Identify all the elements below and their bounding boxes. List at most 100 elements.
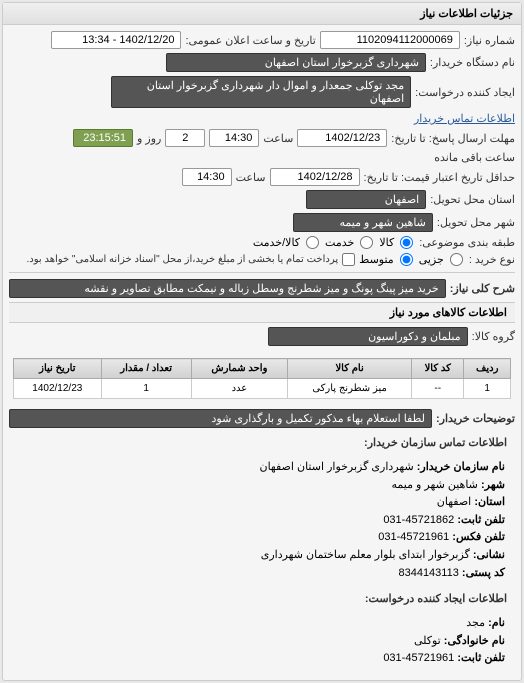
contact-info-block: نام سازمان خریدار: شهرداری گزبرخوار استا… (9, 453, 515, 588)
response-remain-label: ساعت باقی مانده (434, 151, 515, 164)
row-province: استان محل تحویل: اصفهان (9, 190, 515, 209)
row-creator: ایجاد کننده درخواست: مجد توکلی جمعدار و … (9, 76, 515, 125)
creator-family-row: نام خانوادگی: توکلی (19, 633, 505, 651)
table-header-row: ردیف کد کالا نام کالا واحد شمارش تعداد /… (14, 359, 511, 379)
response-time: 14:30 (209, 129, 259, 147)
response-remain: 23:15:51 (73, 129, 133, 147)
category-label: طبقه بندی موضوعی: (419, 236, 515, 249)
contact-link[interactable]: اطلاعات تماس خریدار (414, 112, 515, 125)
goods-group-value: مبلمان و دکوراسیون (268, 327, 468, 346)
row-description: شرح کلی نیاز: خرید میز پینگ پونگ و میز ش… (9, 279, 515, 298)
contact-city-row: شهر: شاهین شهر و میمه (19, 477, 505, 495)
city-value: شاهین شهر و میمه (293, 213, 433, 232)
radio-kala[interactable] (400, 236, 413, 249)
contact-address-row: نشانی: گزبرخوار ابتدای بلوار معلم ساختما… (19, 547, 505, 565)
table-row: 1 -- میز شطرنج پارکی عدد 1 1402/12/23 (14, 379, 511, 399)
buyer-notes-value: لطفا استعلام بهاء مذکور تکمیل و بارگذاری… (9, 409, 432, 428)
response-days-label: روز و (137, 132, 161, 145)
category-khadmat[interactable]: خدمت (325, 236, 375, 249)
contact-phone-value: 45721862-031 (383, 514, 454, 526)
purchase-type-label: نوع خرید : (469, 253, 515, 266)
category-kala[interactable]: کالا (379, 236, 415, 249)
creator-family-label: نام خانوادگی: (444, 635, 505, 647)
org-name-value: شهرداری گزبرخوار استان اصفهان (166, 53, 426, 72)
td-name: میز شطرنج پارکی (288, 379, 412, 399)
panel-body: شماره نیاز: 1102094112000069 تاریخ و ساع… (3, 25, 521, 680)
creator-value: مجد توکلی جمعدار و اموال دار شهرداری گزب… (111, 76, 411, 108)
creator-name-label: نام: (488, 617, 505, 629)
creator-info-block: نام: مجد نام خانوادگی: توکلی تلفن ثابت: … (9, 609, 515, 674)
th-row: ردیف (464, 359, 511, 379)
creator-phone-value: 45721961-031 (383, 652, 454, 664)
purchase-note: پرداخت تمام یا بخشی از مبلغ خرید،از محل … (27, 254, 339, 265)
city-label: شهر محل تحویل: (437, 216, 515, 229)
goods-table-container: ردیف کد کالا نام کالا واحد شمارش تعداد /… (9, 354, 515, 403)
creator-name-row: نام: مجد (19, 615, 505, 633)
th-unit: واحد شمارش (191, 359, 287, 379)
contact-org-row: نام سازمان خریدار: شهرداری گزبرخوار استا… (19, 459, 505, 477)
announce-date-value: 1402/12/20 - 13:34 (51, 31, 181, 49)
row-response-deadline: مهلت ارسال پاسخ: تا تاریخ: 1402/12/23 سا… (9, 129, 515, 164)
contact-address-value: گزبرخوار ابتدای بلوار معلم ساختمان شهردا… (261, 549, 470, 561)
td-unit: عدد (191, 379, 287, 399)
contact-section-title: اطلاعات تماس سازمان خریدار: (9, 432, 515, 453)
row-purchase-type: نوع خرید : جزیی متوسط پرداخت تمام یا بخش… (9, 253, 515, 266)
credit-date: 1402/12/28 (270, 168, 360, 186)
contact-phone-label: تلفن ثابت: (457, 514, 505, 526)
contact-province-row: استان: اصفهان (19, 494, 505, 512)
credit-time-label: ساعت (236, 171, 266, 184)
contact-city-value: شاهین شهر و میمه (392, 479, 478, 491)
th-name: نام کالا (288, 359, 412, 379)
need-number-label: شماره نیاز: (464, 34, 515, 47)
goods-table: ردیف کد کالا نام کالا واحد شمارش تعداد /… (13, 358, 511, 399)
radio-jozi[interactable] (450, 253, 463, 266)
td-row: 1 (464, 379, 511, 399)
th-qty: تعداد / مقدار (101, 359, 191, 379)
response-days: 2 (165, 129, 205, 147)
response-label: مهلت ارسال پاسخ: تا تاریخ: (391, 132, 515, 145)
radio-jozi-label: جزیی (419, 253, 444, 266)
description-label: شرح کلی نیاز: (450, 282, 515, 295)
response-date: 1402/12/23 (297, 129, 387, 147)
credit-time: 14:30 (182, 168, 232, 186)
province-value: اصفهان (306, 190, 426, 209)
contact-postal-label: کد پستی: (462, 567, 505, 579)
creator-phone-label: تلفن ثابت: (457, 652, 505, 664)
radio-kala-khadmat[interactable] (306, 236, 319, 249)
category-kala-khadmat[interactable]: کالا/خدمت (253, 236, 321, 249)
contact-fax-label: تلفن فکس: (452, 531, 505, 543)
org-name-label: نام دستگاه خریدار: (430, 56, 515, 69)
purchase-jozi[interactable]: جزیی (419, 253, 465, 266)
radio-kala-label: کالا (379, 236, 394, 249)
contact-address-label: نشانی: (473, 549, 505, 561)
row-buyer-notes: توضیحات خریدار: لطفا استعلام بهاء مذکور … (9, 409, 515, 428)
td-date: 1402/12/23 (14, 379, 102, 399)
row-city: شهر محل تحویل: شاهین شهر و میمه (9, 213, 515, 232)
response-time-label: ساعت (263, 132, 293, 145)
radio-kala-khadmat-label: کالا/خدمت (253, 236, 300, 249)
contact-org-label: نام سازمان خریدار: (417, 461, 505, 473)
td-code: -- (412, 379, 464, 399)
contact-province-label: استان: (474, 496, 505, 508)
th-date: تاریخ نیاز (14, 359, 102, 379)
td-qty: 1 (101, 379, 191, 399)
radio-motevaset[interactable] (400, 253, 413, 266)
row-credit-deadline: حداقل تاریخ اعتبار قیمت: تا تاریخ: 1402/… (9, 168, 515, 186)
divider (9, 272, 515, 273)
radio-khadmat-label: خدمت (325, 236, 354, 249)
purchase-motevaset[interactable]: متوسط (359, 253, 415, 266)
radio-khadmat[interactable] (360, 236, 373, 249)
contact-postal-value: 8344143113 (398, 567, 458, 579)
creator-family-value: توکلی (414, 635, 441, 647)
creator-label: ایجاد کننده درخواست: (415, 86, 515, 99)
goods-section-title: اطلاعات کالاهای مورد نیاز (9, 302, 515, 323)
th-code: کد کالا (412, 359, 464, 379)
creator-section-title: اطلاعات ایجاد کننده درخواست: (9, 588, 515, 609)
contact-province-value: اصفهان (437, 496, 471, 508)
main-panel: جزئیات اطلاعات نیاز شماره نیاز: 11020941… (2, 2, 522, 681)
creator-name-value: مجد (466, 617, 485, 629)
buyer-notes-label: توضیحات خریدار: (436, 412, 515, 425)
checkbox-treasury[interactable] (342, 253, 355, 266)
contact-city-label: شهر: (481, 479, 505, 491)
contact-postal-row: کد پستی: 8344143113 (19, 565, 505, 583)
